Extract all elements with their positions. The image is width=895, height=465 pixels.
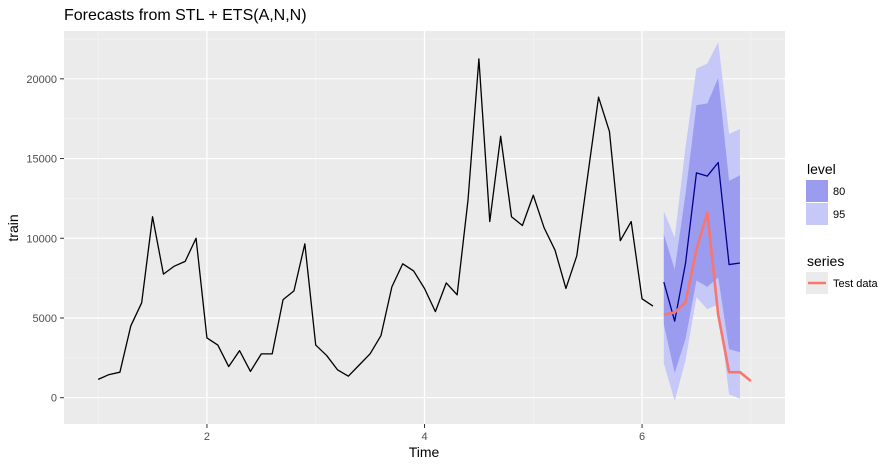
y-tick-label: 5000 [33, 313, 57, 325]
x-tick-label: 2 [204, 431, 210, 443]
x-axis-label: Time [409, 444, 440, 460]
chart-title: Forecasts from STL + ETS(A,N,N) [64, 7, 307, 24]
legend-level-title: level [807, 161, 836, 177]
major-gridlines [64, 31, 785, 424]
y-axis-ticks: 0 5000 10000 15000 20000 [26, 74, 64, 405]
x-tick-label: 6 [639, 431, 645, 443]
legend: level 80 95 series Test data [806, 161, 879, 294]
legend-label-80: 80 [833, 186, 845, 198]
y-tick-label: 10000 [26, 233, 57, 245]
x-tick-label: 4 [421, 431, 427, 443]
band-80 [663, 78, 740, 373]
legend-key-95 [806, 203, 828, 225]
prediction-intervals [663, 42, 740, 401]
legend-label-test-data: Test data [833, 278, 879, 290]
y-tick-label: 15000 [26, 154, 57, 166]
y-axis-label: train [5, 214, 21, 241]
test-data-line [663, 211, 752, 382]
y-tick-label: 20000 [26, 74, 57, 86]
history-line [97, 58, 654, 380]
legend-key-80 [806, 180, 828, 202]
x-axis-ticks: 2 4 6 [204, 424, 645, 443]
legend-series-title: series [807, 253, 844, 269]
legend-label-95: 95 [833, 209, 845, 221]
y-tick-label: 0 [51, 393, 57, 405]
series-lines [97, 58, 752, 382]
plot-panel [64, 31, 785, 424]
